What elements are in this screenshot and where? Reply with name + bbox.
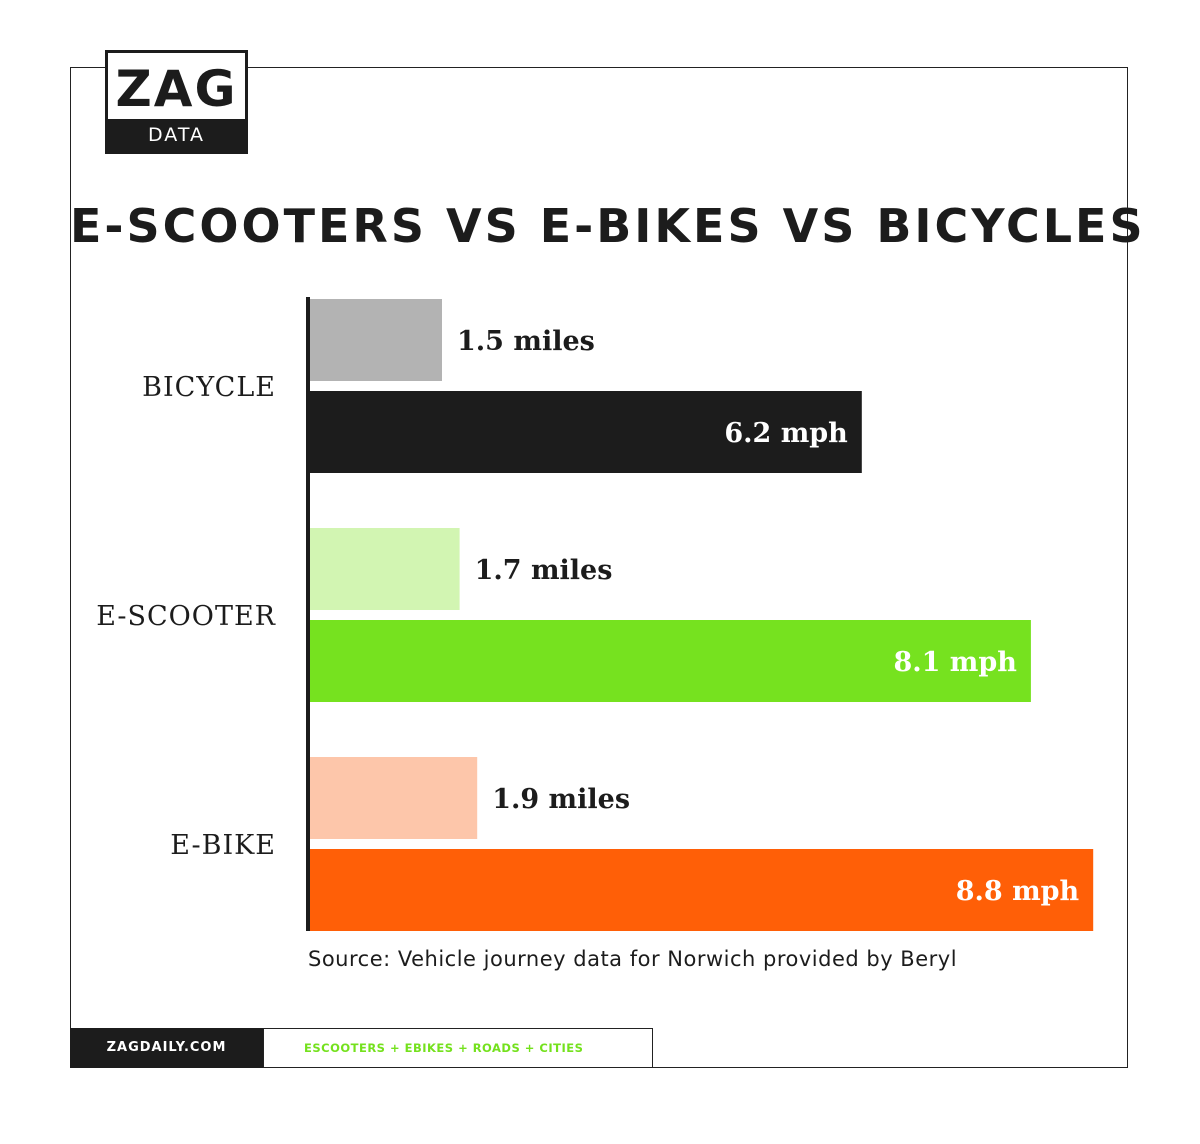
category-label-e-scooter: E-SCOOTER [96,601,276,632]
category-label-bicycle: BICYCLE [142,372,276,403]
bar-speed-e-scooter [310,620,1031,702]
zag-data-logo: ZAG DATA [105,50,248,154]
label-speed-e-scooter: 8.1 mph [893,647,1017,678]
bar-distance-e-bike [310,757,478,839]
source-note: Source: Vehicle journey data for Norwich… [308,947,958,971]
chart-title: E-SCOOTERS VS E-BIKES VS BICYCLES [70,199,1146,253]
label-distance-e-bike: 1.9 miles [492,784,630,815]
category-label-e-bike: E-BIKE [170,830,276,861]
footer-site-link[interactable]: ZAGDAILY.COM [70,1028,263,1068]
label-speed-bicycle: 6.2 mph [724,418,848,449]
logo-subtitle: DATA [108,119,245,151]
bar-distance-bicycle [310,299,442,381]
label-speed-e-bike: 8.8 mph [956,876,1080,907]
label-distance-bicycle: 1.5 miles [457,326,595,357]
bar-distance-e-scooter [310,528,460,610]
footer-tags: ESCOOTERS + EBIKES + ROADS + CITIES [263,1028,653,1068]
label-distance-e-scooter: 1.7 miles [475,555,613,586]
logo-wordmark: ZAG [115,60,238,118]
bar-speed-bicycle [310,391,862,473]
bar-speed-e-bike [310,849,1094,931]
